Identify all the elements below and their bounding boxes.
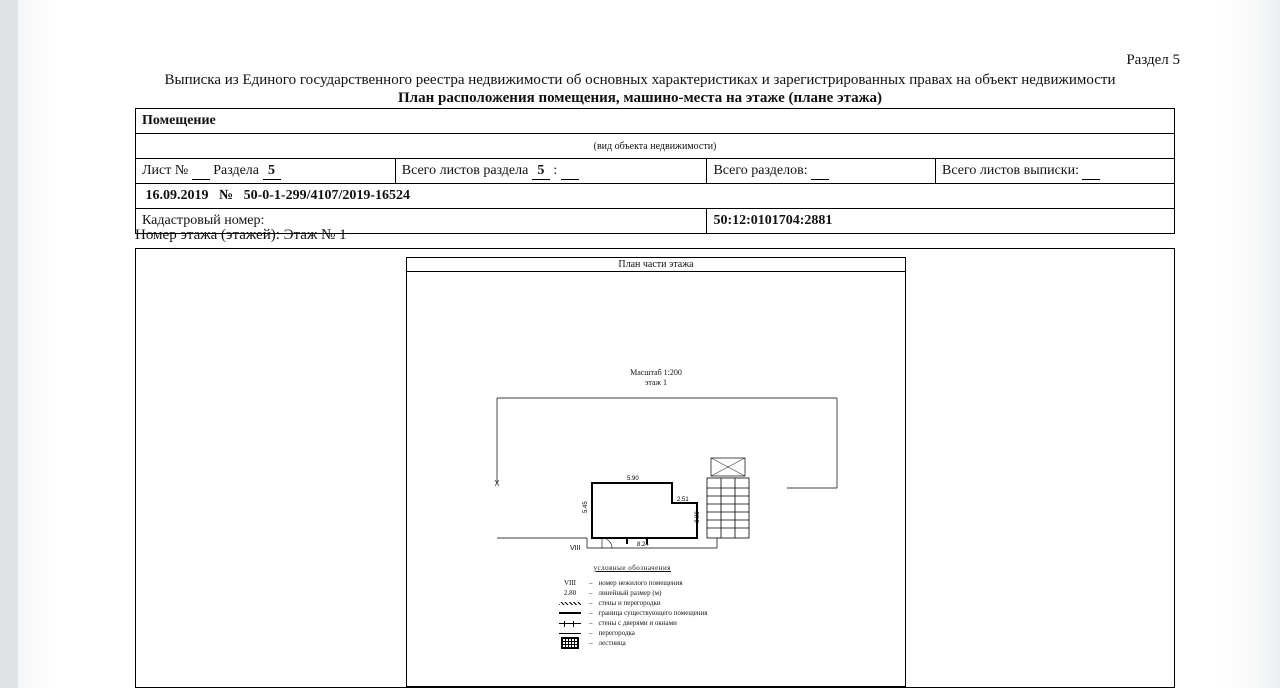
total-extract-sheets-cell: Всего листов выписки: (936, 159, 1175, 184)
sheet-blank (192, 163, 210, 180)
table-row: Помещение (136, 109, 1175, 134)
dim-top: 5.90 (627, 476, 639, 482)
tes-blank (1082, 163, 1100, 180)
tss-suffix: : (550, 163, 561, 178)
legend-row: –лестница (557, 638, 708, 648)
legend-symbol: 2.80 (557, 588, 583, 599)
floor-label: Номер этажа (этажей): Этаж № 1 (135, 227, 347, 244)
document-page: Раздел 5 Выписка из Единого государствен… (0, 0, 1280, 688)
document-title-2: План расположения помещения, машино-мест… (0, 90, 1280, 107)
floor-plan-frame: План части этажа Масштаб 1:200 этаж 1 (135, 248, 1175, 688)
section-label: Раздел 5 (1126, 52, 1180, 69)
floor-plan-inner: План части этажа Масштаб 1:200 этаж 1 (406, 257, 906, 687)
section-number: 5 (263, 163, 281, 180)
scale-line-1: Масштаб 1:200 (407, 368, 905, 378)
document-title-1: Выписка из Единого государственного реес… (0, 72, 1280, 89)
number-value: 50-0-1-299/4107/2019-16524 (244, 188, 410, 203)
tss-prefix: Всего листов раздела (402, 163, 532, 178)
section-prefix: Раздела (210, 163, 263, 178)
floor-plan-drawing: 5.90 2.51 3.89 5.45 8.24 VIII (487, 388, 847, 558)
object-type-caption: (вид объекта недвижимости) (136, 134, 1175, 159)
ts-prefix: Всего разделов: (713, 163, 811, 178)
date-value: 16.09.2019 (146, 188, 209, 203)
metadata-table: Помещение (вид объекта недвижимости) Лис… (135, 108, 1175, 234)
legend-symbol (557, 612, 583, 614)
table-row: (вид объекта недвижимости) (136, 134, 1175, 159)
plan-legend: условные обозначения VIII–номер нежилого… (557, 563, 708, 648)
total-sections-cell: Всего разделов: (707, 159, 936, 184)
legend-symbol (557, 623, 583, 624)
dim-notch: 2.51 (677, 497, 689, 503)
total-section-sheets-cell: Всего листов раздела 5 : (395, 159, 707, 184)
sheet-cell: Лист № Раздела 5 (136, 159, 396, 184)
legend-symbol (557, 602, 583, 605)
legend-text: лестница (599, 638, 626, 649)
tes-prefix: Всего листов выписки: (942, 163, 1082, 178)
dim-right: 3.89 (695, 511, 701, 523)
table-row: Лист № Раздела 5 Всего листов раздела 5 … (136, 159, 1175, 184)
legend-symbol (557, 633, 583, 634)
room-label: VIII (570, 545, 581, 552)
tss-blank (561, 163, 579, 180)
date-number-cell: 16.09.2019 № 50-0-1-299/4107/2019-16524 (136, 184, 1175, 209)
number-prefix: № (219, 188, 233, 203)
scale-line-2: этаж 1 (407, 378, 905, 388)
legend-dash: – (589, 638, 593, 649)
sheet-prefix: Лист № (142, 163, 192, 178)
object-label-cell: Помещение (136, 109, 1175, 134)
dim-bottom: 8.24 (637, 542, 649, 548)
ts-blank (811, 163, 829, 180)
dim-left: 5.45 (583, 501, 589, 513)
tss-number: 5 (532, 163, 550, 180)
plan-scale: Масштаб 1:200 этаж 1 (407, 368, 905, 387)
plan-title: План части этажа (407, 258, 905, 272)
cadastral-number-cell: 50:12:0101704:2881 (707, 209, 1175, 234)
table-row: 16.09.2019 № 50-0-1-299/4107/2019-16524 (136, 184, 1175, 209)
legend-header: условные обозначения (557, 563, 708, 574)
legend-symbol (557, 637, 583, 649)
